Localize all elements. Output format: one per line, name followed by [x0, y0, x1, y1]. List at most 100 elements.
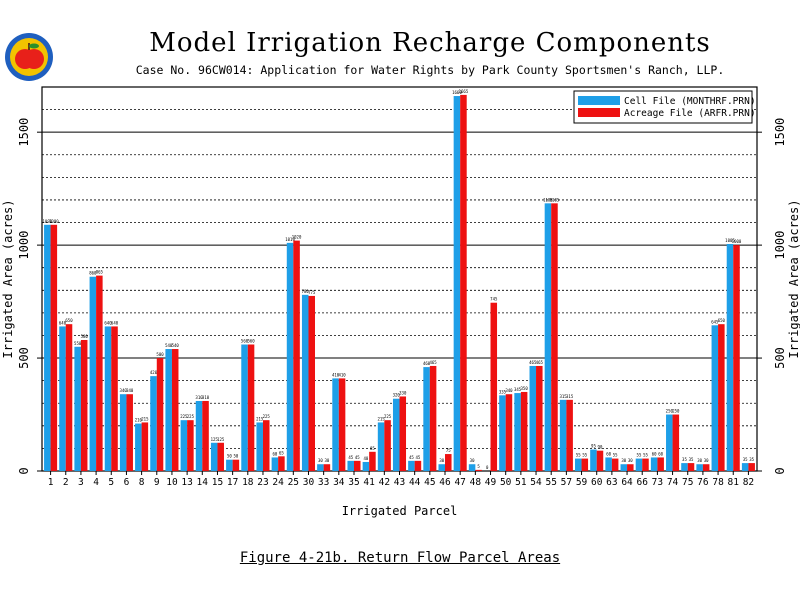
bar-cell-file — [650, 457, 658, 471]
bar-acreage-file — [748, 463, 755, 471]
bar-cell-file — [317, 464, 324, 471]
bar-value-label: 60 — [658, 451, 663, 456]
x-tick-label: 59 — [576, 477, 588, 488]
x-tick-label: 41 — [363, 477, 375, 488]
bar-acreage-file — [611, 458, 619, 471]
bar-value-label: 500 — [156, 352, 164, 357]
bar-acreage-file — [627, 464, 634, 471]
bar-acreage-file — [520, 391, 528, 471]
bar-value-label: 340 — [505, 388, 513, 393]
bar-value-label: 55 — [582, 453, 587, 458]
bar-value-label: 350 — [521, 386, 529, 391]
chart-title: Model Irrigation Recharge Components — [149, 28, 711, 58]
bar-acreage-file — [262, 420, 270, 471]
y-tick-label-right: 1000 — [773, 231, 787, 260]
bar-acreage-file — [217, 442, 224, 471]
x-tick-label: 66 — [636, 477, 648, 488]
y-tick-label-left: 1000 — [17, 231, 31, 260]
bar-acreage-file — [536, 365, 543, 471]
bar-cell-file — [681, 463, 688, 471]
x-tick-label: 3 — [78, 477, 84, 488]
bar-value-label: 560 — [247, 339, 255, 344]
bar-value-label: 1185 — [543, 197, 553, 202]
bar-acreage-file — [369, 451, 376, 471]
x-tick-label: 2 — [63, 477, 69, 488]
bar-value-label: 45 — [409, 455, 414, 460]
bar-cell-file — [135, 423, 142, 471]
y-axis-label-right: Irrigated Area (acres) — [787, 200, 800, 359]
bar-value-label: 780 — [302, 289, 310, 294]
bar-value-label: 55 — [643, 453, 648, 458]
x-tick-label: 54 — [530, 477, 542, 488]
bar-value-label: 315 — [559, 394, 567, 399]
x-tick-label: 14 — [197, 477, 209, 488]
bar-acreage-file — [247, 344, 255, 471]
x-tick-label: 44 — [409, 477, 421, 488]
bar-value-label: 55 — [637, 453, 642, 458]
bar-value-label: 1665 — [459, 89, 469, 94]
x-tick-label: 47 — [454, 477, 465, 488]
bar-value-label: 1090 — [49, 219, 59, 224]
bar-value-label: 250 — [666, 409, 674, 414]
y-axis-label-left: Irrigated Area (acres) — [1, 200, 15, 359]
x-tick-label: 50 — [500, 477, 512, 488]
bar-value-label: 560 — [241, 339, 249, 344]
y-tick-label-right: 500 — [773, 347, 787, 369]
bar-value-label: 410 — [332, 372, 340, 377]
x-tick-label: 23 — [257, 477, 268, 488]
bar-value-label: 225 — [263, 414, 271, 419]
bar-value-label: 225 — [187, 414, 195, 419]
bar-value-label: 5 — [477, 464, 480, 469]
bar-value-label: 465 — [429, 360, 437, 365]
bar-value-label: 35 — [682, 457, 687, 462]
bar-value-label: 125 — [211, 437, 219, 442]
bar-value-label: 540 — [172, 343, 180, 348]
bar-cell-file — [286, 242, 294, 471]
bar-value-label: 65 — [279, 450, 284, 455]
bar-value-label: 35 — [689, 457, 694, 462]
bar-value-label: 30 — [621, 458, 626, 463]
bar-value-label: 215 — [256, 416, 264, 421]
x-tick-label: 18 — [242, 477, 254, 488]
bar-value-label: 1010 — [285, 237, 295, 242]
bar-acreage-file — [642, 458, 649, 471]
bar-cell-file — [150, 376, 157, 471]
bar-cell-file — [575, 458, 582, 471]
x-tick-label: 15 — [212, 477, 223, 488]
x-tick-label: 43 — [394, 477, 405, 488]
bar-value-label: 55 — [576, 453, 581, 458]
bar-acreage-file — [490, 302, 498, 471]
bar-value-label: 1185 — [550, 197, 560, 202]
bar-value-label: 30 — [324, 458, 329, 463]
bar-cell-file — [529, 365, 537, 471]
bar-value-label: 320 — [393, 393, 401, 398]
x-tick-label: 75 — [682, 477, 693, 488]
figure-caption: Figure 4-21b. Return Flow Parcel Areas — [0, 550, 800, 566]
bar-cell-file — [666, 414, 673, 471]
x-tick-label: 45 — [424, 477, 435, 488]
bar-acreage-file — [156, 358, 164, 471]
bar-acreage-file — [460, 94, 467, 471]
bar-value-label: 640 — [104, 320, 112, 325]
x-tick-label: 8 — [139, 477, 145, 488]
x-tick-label: 76 — [697, 477, 709, 488]
x-tick-label: 1 — [48, 477, 54, 488]
bar-value-label: 0 — [486, 465, 489, 470]
y-tick-label-left: 1500 — [17, 118, 31, 147]
bar-cell-file — [241, 344, 248, 471]
x-tick-label: 4 — [93, 477, 99, 488]
bar-value-label: 540 — [165, 343, 173, 348]
bar-value-label: 250 — [672, 409, 680, 414]
bar-value-label: 30 — [318, 458, 323, 463]
bar-value-label: 225 — [180, 414, 188, 419]
bar-acreage-file — [96, 275, 103, 471]
bar-value-label: 225 — [384, 414, 392, 419]
bar-cell-file — [392, 398, 400, 471]
bar-value-label: 640 — [59, 320, 67, 325]
bar-value-label: 310 — [202, 395, 210, 400]
bar-value-label: 45 — [355, 455, 360, 460]
bar-acreage-file — [126, 394, 133, 471]
bar-value-label: 30 — [704, 458, 709, 463]
x-tick-label: 74 — [667, 477, 679, 488]
